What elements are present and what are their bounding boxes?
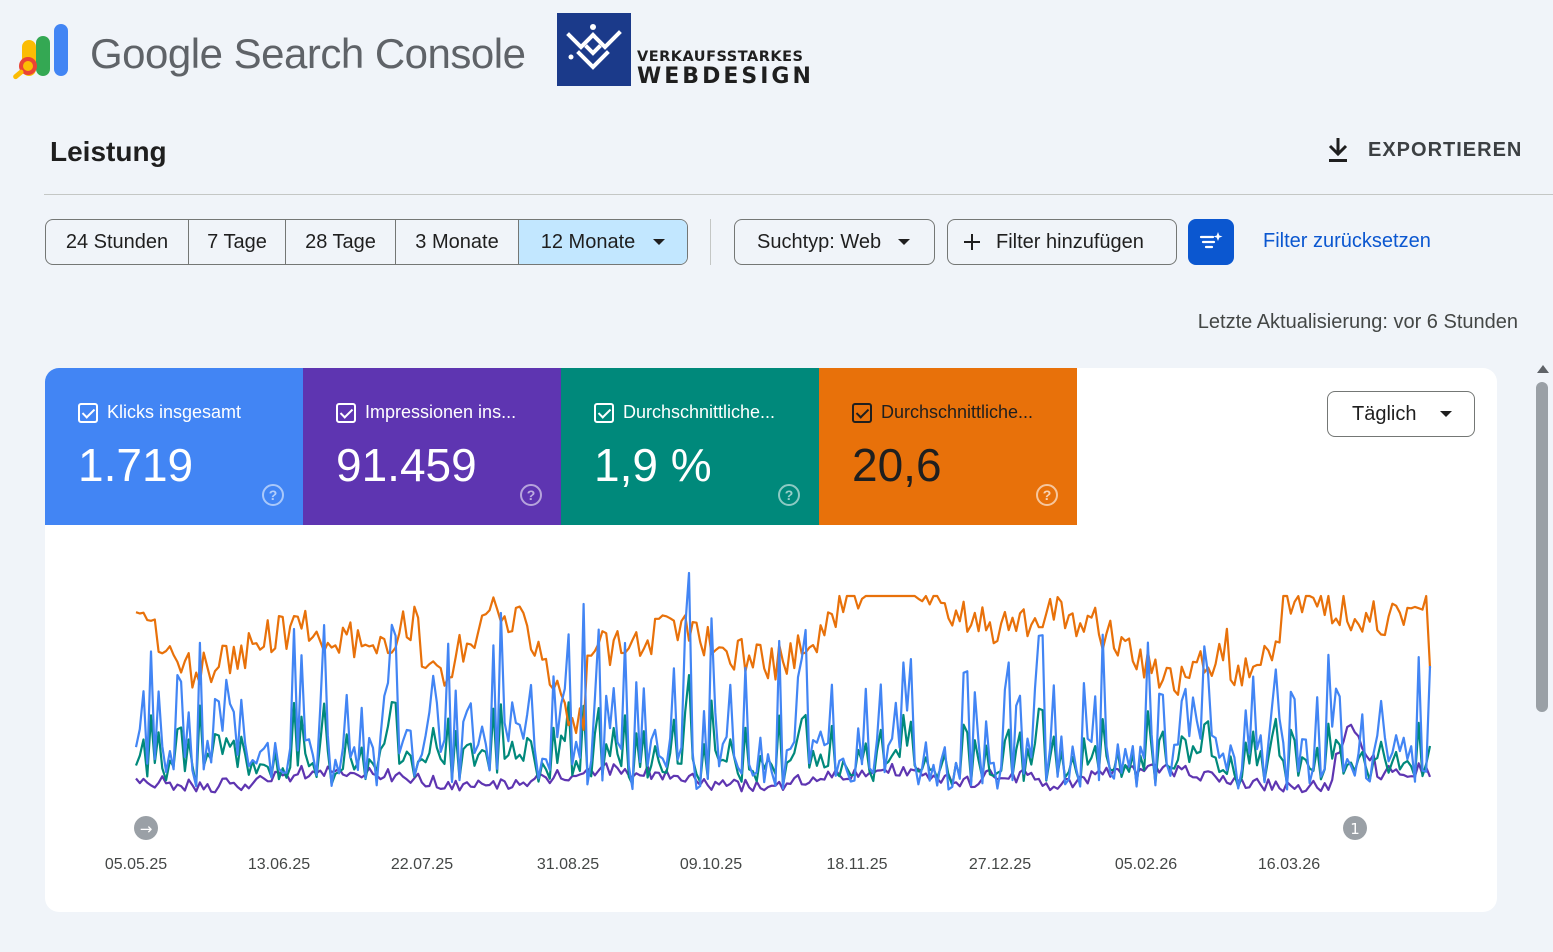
export-label: EXPORTIEREN [1368,138,1523,161]
chevron-down-icon [898,239,910,245]
series-line-position [135,594,1432,735]
chevron-down-icon [1440,411,1452,417]
x-tick-label: 27.12.25 [969,856,1031,873]
header-divider [44,194,1553,195]
x-tick-label: 22.07.25 [391,856,453,873]
checkbox-checked-icon [336,402,356,423]
metric-card-clicks[interactable]: Klicks insgesamt 1.719 ? [45,368,303,525]
annotation-label: 1 [1350,820,1360,838]
last-update-text: Letzte Aktualisierung: vor 6 Stunden [1197,311,1518,333]
search-console-logo-icon [13,24,68,80]
metric-value: 1,9 % [594,439,712,491]
add-filter-label: Filter hinzufügen [996,230,1144,253]
metric-label: Durchschnittliche... [881,402,1034,422]
scroll-thumb[interactable] [1536,382,1548,712]
series-line-impressions [135,723,1432,794]
metric-label: Durchschnittliche... [623,402,776,422]
granularity-dropdown[interactable]: Täglich [1327,391,1475,437]
download-icon [1328,138,1348,162]
metric-card-impressions[interactable]: Impressionen ins... 91.459 ? [303,368,561,525]
performance-chart: 05.05.25 13.06.25 22.07.25 31.08.25 09.10.25… [105,571,1432,873]
range-3-months[interactable]: 3 Monate [396,220,519,264]
range-7-days[interactable]: 7 Tage [189,220,286,264]
reset-filters-link[interactable]: Filter zurücksetzen [1263,230,1431,252]
agency-name: VERKAUFSSTARKES WEBDESIGN [637,49,814,89]
chevron-down-icon [653,239,666,245]
series-line-clicks [134,571,1432,791]
help-icon[interactable]: ? [262,484,284,506]
filter-settings-button[interactable] [1188,219,1234,265]
metric-card-ctr[interactable]: Durchschnittliche... 1,9 % ? [561,368,819,525]
range-12-months[interactable]: 12 Monate [519,220,687,264]
date-range-selector: 24 Stunden 7 Tage 28 Tage 3 Monate 12 Mo… [45,219,688,265]
search-type-dropdown[interactable]: Suchtyp: Web [734,219,935,265]
metric-header: Impressionen ins... [336,402,516,423]
x-tick-label: 16.03.26 [1258,856,1320,873]
metric-value: 91.459 [336,439,477,491]
annotation-marker[interactable]: 1 [1343,816,1367,840]
metric-label: Klicks insgesamt [107,402,242,422]
metric-value: 20,6 [852,439,942,491]
help-icon[interactable]: ? [778,484,800,506]
checkbox-checked-icon [852,402,872,423]
x-tick-label: 09.10.25 [680,856,742,873]
metric-header: Durchschnittliche... [852,402,1033,423]
filter-separator [710,219,711,265]
metric-header: Klicks insgesamt [78,402,241,423]
metric-card-position[interactable]: Durchschnittliche... 20,6 ? [819,368,1077,525]
page-scrollbar[interactable] [1532,360,1553,952]
annotation-marker[interactable]: → [134,816,158,840]
metric-header: Durchschnittliche... [594,402,775,423]
export-button[interactable]: EXPORTIEREN [1322,130,1522,170]
annotation-label: → [140,820,153,838]
metric-label: Impressionen ins... [365,402,517,422]
scroll-up-icon[interactable] [1537,365,1549,373]
range-24-hours[interactable]: 24 Stunden [46,220,189,264]
add-filter-button[interactable]: Filter hinzufügen [947,219,1177,265]
filter-sparkle-icon [1199,232,1223,249]
range-12-months-label: 12 Monate [540,230,636,253]
range-28-days[interactable]: 28 Tage [286,220,396,264]
plus-icon [964,234,980,250]
help-icon[interactable]: ? [520,484,542,506]
metric-value: 1.719 [78,439,194,491]
x-tick-label: 05.02.26 [1115,856,1177,873]
checkbox-checked-icon [78,402,98,423]
performance-card: 05.05.25 13.06.25 22.07.25 31.08.25 09.10.25… [45,368,1497,912]
granularity-label: Täglich [1352,402,1417,425]
help-icon[interactable]: ? [1036,484,1058,506]
x-tick-label: 13.06.25 [248,856,310,873]
product-name: Google Search Console [90,30,526,77]
x-tick-label: 31.08.25 [537,856,599,873]
page-title: Leistung [50,136,167,167]
agency-logo-icon [557,13,631,86]
search-type-label: Suchtyp: Web [757,230,882,253]
x-tick-label: 18.11.25 [826,856,887,873]
brand-bar: Google Search Console VERKAUFSSTARKES WE… [0,0,1553,100]
x-tick-label: 05.05.25 [105,856,167,873]
checkbox-checked-icon [594,402,614,423]
